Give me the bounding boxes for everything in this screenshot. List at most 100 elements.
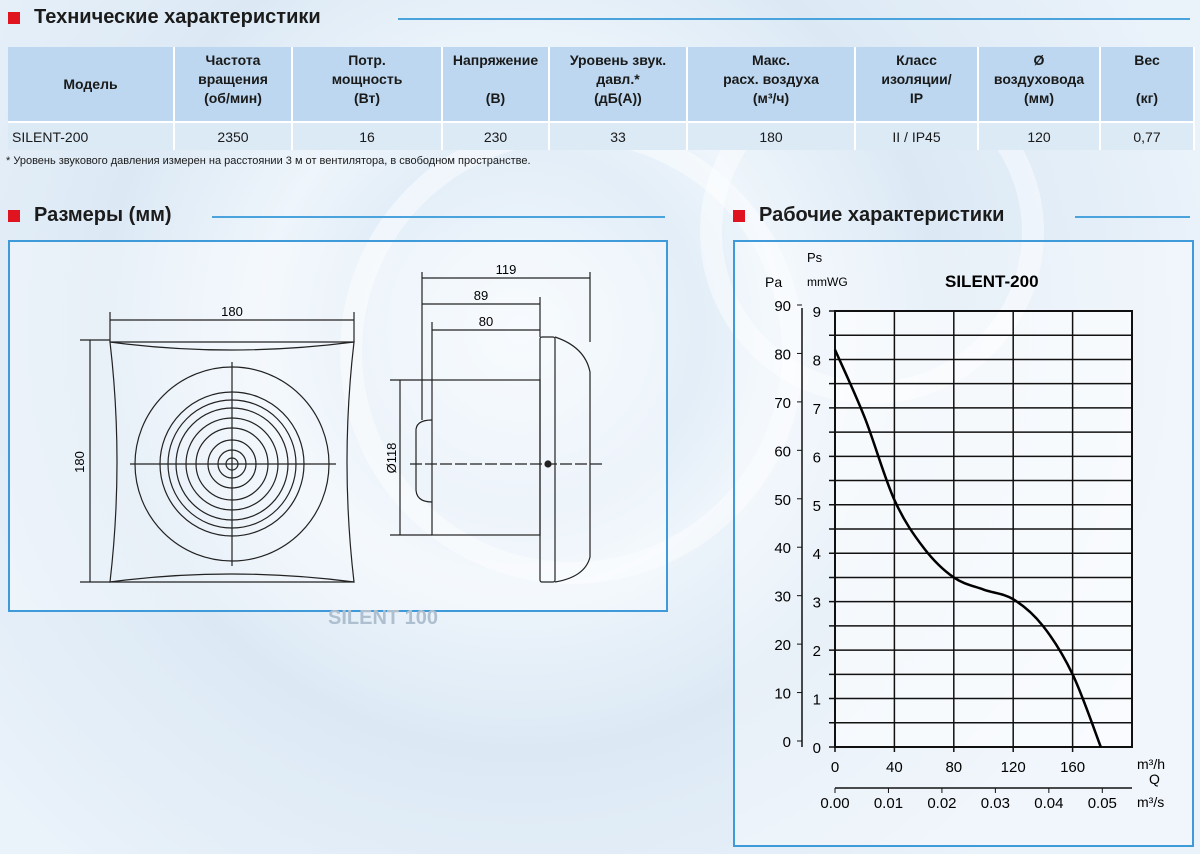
y-tick-label-pa: 0 (783, 734, 791, 751)
dim-side-80: 80 (479, 314, 493, 329)
x-tick-label-m3h: 40 (886, 759, 903, 776)
y-tick-label-pa: 80 (774, 346, 791, 363)
x-tick-label-m3h: 120 (1001, 759, 1026, 776)
dim-side-total: 119 (496, 262, 517, 277)
column-header-line: воздуховода (993, 71, 1085, 87)
table-cell: SILENT-200 (8, 121, 175, 150)
y-tick-label-pa: 20 (774, 637, 791, 654)
divider (1075, 216, 1190, 218)
y-tick-label-mmwg: 8 (813, 352, 821, 369)
y-tick-label-pa: 30 (774, 589, 791, 606)
y-tick-label-mmwg: 4 (813, 546, 821, 563)
column-header-line: давл.* (596, 71, 640, 87)
dimensions-section-title: Размеры (мм) (8, 204, 172, 227)
table-cell: 230 (442, 121, 550, 150)
column-header-line: (м³/ч) (752, 90, 790, 106)
y-tick-label-pa: 90 (774, 298, 791, 315)
column-header-line: Потр. (348, 52, 386, 68)
spec-table: Модель Частота вращения (об/мин) Потр. мощнос… (8, 47, 1195, 150)
column-header-line: мощность (331, 71, 403, 87)
column-header-line: (Вт) (353, 90, 381, 106)
column-header-line: (об/мин) (204, 90, 262, 106)
performance-section-title: Рабочие характеристики (733, 204, 1004, 227)
dimension-drawing: 180 180 119 89 80 Ø118 (72, 262, 602, 583)
column-header-line (445, 70, 546, 89)
x-tick-label-m3h: 160 (1060, 759, 1085, 776)
column-header-line: Ø (1033, 52, 1045, 68)
y-tick-label-pa: 10 (774, 686, 791, 703)
column-header-line: Макс. (751, 52, 791, 68)
column-header: Класс изоляции/IP (855, 47, 979, 122)
column-header-line: Напряжение (452, 52, 539, 68)
x-unit-m3s: m³/s (1137, 794, 1164, 810)
y-tick-label-mmwg: 0 (813, 740, 821, 757)
y-tick-label-mmwg: 1 (813, 692, 821, 709)
table-cell: II / IP45 (855, 121, 979, 150)
column-header-line: Класс (896, 52, 937, 68)
footnote: * Уровень звукового давления измерен на … (6, 155, 531, 167)
column-header-line: (В) (485, 90, 506, 106)
dim-side-89: 89 (474, 288, 488, 303)
side-duct (431, 379, 541, 536)
dim-front-height: 180 (72, 451, 87, 473)
y-tick-label-mmwg: 9 (813, 304, 821, 321)
x-axis-label: Q (1149, 771, 1160, 787)
column-header: Модель (8, 47, 175, 122)
column-header-line: (дБ(А)) (594, 90, 642, 106)
y-tick-label-pa: 50 (774, 492, 791, 509)
column-header-line: расх. воздуха (723, 71, 819, 87)
performance-chart: Ps Pa mmWG SILENT-200 m³/h Q m³/s 0 1 2 3 4 5… (765, 250, 1165, 812)
y-tick-label-mmwg: 3 (813, 595, 821, 612)
column-header-line: Вес (1134, 52, 1160, 68)
chart-title: SILENT-200 (945, 272, 1039, 291)
y-unit-mmwg: mmWG (807, 275, 848, 289)
y-tick-label-mmwg: 2 (813, 643, 821, 660)
column-header-line: IP (909, 90, 924, 106)
column-header-line: Модель (63, 75, 118, 92)
y-tick-label-mmwg: 6 (813, 449, 821, 466)
divider (398, 18, 1190, 20)
watermark-text: SILENT 100 (328, 607, 439, 629)
x-tick-label-m3h: 80 (945, 759, 962, 776)
y-axis-label: Ps (807, 250, 823, 265)
red-square-icon (8, 11, 20, 24)
column-header: Вес (кг) (1100, 47, 1195, 122)
column-header: Частота вращения (об/мин) (174, 47, 293, 122)
column-header-line: Частота (205, 52, 261, 68)
performance-title-text: Рабочие характеристики (759, 204, 1005, 226)
column-header-line: изоляции/ (881, 71, 952, 87)
x-tick-label-m3s: 0.03 (981, 795, 1010, 812)
y-unit-pa: Pa (765, 274, 782, 290)
performance-curve (833, 349, 1102, 748)
dimensions-title-text: Размеры (мм) (34, 204, 172, 226)
x-tick-label-m3s: 0.04 (1034, 795, 1063, 812)
x-unit-m3h: m³/h (1137, 756, 1165, 772)
column-header-line: вращения (198, 71, 268, 87)
y-tick-label-pa: 70 (774, 395, 791, 412)
dimensions-drawing-box: 180 180 119 89 80 Ø118 (8, 240, 668, 612)
table-cell: 120 (978, 121, 1101, 150)
table-cell: 0,77 (1100, 121, 1195, 150)
y-tick-label-mmwg: 5 (813, 498, 821, 515)
x-tick-label-m3h: 0 (831, 759, 839, 776)
column-header-line: Уровень звук. (569, 52, 667, 68)
table-cell: 16 (292, 121, 443, 150)
column-header-line: (кг) (1135, 90, 1159, 106)
column-header: Потр. мощность (Вт) (292, 47, 443, 122)
column-header: Макс. расх. воздуха (м³/ч) (687, 47, 856, 122)
column-header: Уровень звук. давл.* (дБ(А)) (549, 47, 688, 122)
red-square-icon (733, 209, 745, 222)
x-tick-label-m3s: 0.01 (874, 795, 903, 812)
column-header-line (1103, 70, 1191, 89)
column-header-line: (мм) (1023, 90, 1055, 106)
dim-front-width: 180 (221, 304, 243, 319)
column-header: Напряжение (В) (442, 47, 550, 122)
tech-section-title: Технические характеристики (8, 6, 321, 29)
table-header-row: Модель Частота вращения (об/мин) Потр. мощнос… (8, 47, 1195, 122)
tech-title-text: Технические характеристики (34, 6, 321, 28)
x-tick-label-m3s: 0.00 (820, 795, 849, 812)
y-tick-label-pa: 40 (774, 540, 791, 557)
divider (212, 216, 665, 218)
x-tick-label-m3s: 0.02 (927, 795, 956, 812)
